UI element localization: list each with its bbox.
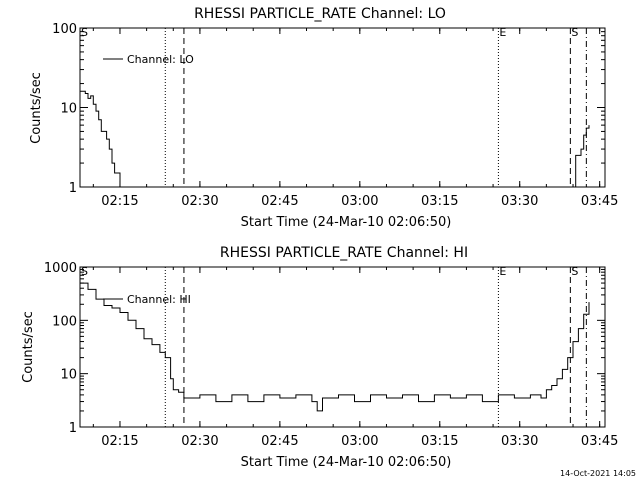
x-tick-label: 03:45 <box>581 434 618 449</box>
x-tick-label: 03:15 <box>421 194 458 209</box>
x-tick-label: 03:00 <box>341 434 378 449</box>
event-marker-label: S <box>571 265 578 278</box>
y-axis-label: Counts/sec <box>21 311 36 383</box>
y-tick-label: 10 <box>60 368 77 383</box>
x-tick-label: 03:30 <box>501 434 538 449</box>
x-tick-label: 03:00 <box>341 194 378 209</box>
x-tick-label: 03:45 <box>581 194 618 209</box>
panel-lo: RHESSI PARTICLE_RATE Channel: LO 02:15 02:… <box>29 6 618 230</box>
event-marker-label: E <box>499 265 506 278</box>
chart-title: RHESSI PARTICLE_RATE Channel: LO <box>194 6 446 22</box>
y-tick-label: 1 <box>69 421 77 436</box>
x-tick-label: 02:45 <box>261 194 298 209</box>
event-marker-label: S <box>571 26 578 39</box>
plot-frame <box>79 27 606 188</box>
y-tick-label: 100 <box>52 314 77 329</box>
series-line <box>573 125 590 188</box>
event-marker-label: S <box>81 26 88 39</box>
x-tick-label: 02:15 <box>101 194 138 209</box>
x-tick-label: 02:30 <box>181 434 218 449</box>
x-axis-label: Start Time (24-Mar-10 02:06:50) <box>241 215 452 230</box>
x-tick-label: 03:30 <box>501 194 538 209</box>
x-tick-label: 02:30 <box>181 194 218 209</box>
x-tick-label: 03:15 <box>421 434 458 449</box>
legend-entry: Channel: LO <box>127 53 194 66</box>
plot-frame <box>79 266 606 428</box>
y-axis-label: Counts/sec <box>29 72 44 144</box>
x-tick-label: 02:45 <box>261 434 298 449</box>
footer-timestamp: 14-Oct-2021 14:05 <box>560 469 636 478</box>
event-marker-label: S <box>81 265 88 278</box>
panel-hi: RHESSI PARTICLE_RATE Channel: HI 02:15 02:… <box>21 245 618 470</box>
x-axis-label: Start Time (24-Mar-10 02:06:50) <box>241 455 452 470</box>
y-tick-label: 10 <box>60 102 77 117</box>
legend-entry: Channel: HI <box>127 293 191 306</box>
y-tick-label: 1 <box>69 181 77 196</box>
x-tick-label: 02:15 <box>101 434 138 449</box>
y-tick-label: 100 <box>52 22 77 37</box>
chart-title: RHESSI PARTICLE_RATE Channel: HI <box>220 245 468 261</box>
series-line <box>80 282 590 412</box>
event-marker-label: E <box>499 26 506 39</box>
series-line <box>80 90 121 187</box>
y-tick-label: 1000 <box>44 261 77 276</box>
